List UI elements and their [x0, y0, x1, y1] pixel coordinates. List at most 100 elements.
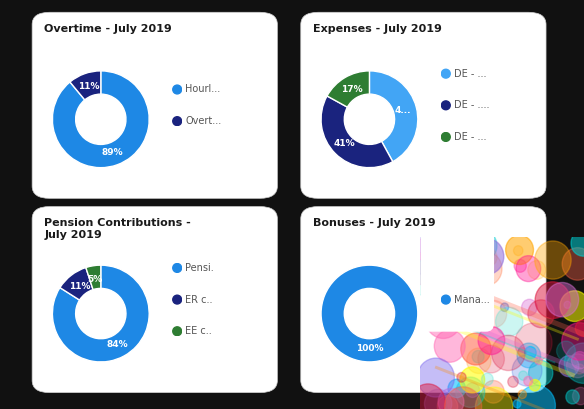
- Circle shape: [518, 390, 526, 399]
- Text: Bonuses - July 2019: Bonuses - July 2019: [313, 218, 436, 228]
- Circle shape: [425, 270, 456, 303]
- Circle shape: [529, 360, 553, 386]
- Circle shape: [575, 320, 584, 337]
- Circle shape: [460, 367, 485, 393]
- Circle shape: [425, 389, 452, 409]
- Circle shape: [512, 355, 542, 386]
- Circle shape: [514, 259, 526, 272]
- Text: Pensi.: Pensi.: [185, 263, 214, 273]
- Text: DE - ....: DE - ....: [454, 100, 489, 110]
- Circle shape: [572, 387, 584, 405]
- Circle shape: [415, 253, 436, 276]
- Wedge shape: [60, 267, 93, 300]
- Circle shape: [522, 299, 537, 316]
- Circle shape: [482, 373, 493, 385]
- Circle shape: [444, 387, 482, 409]
- Circle shape: [426, 301, 461, 339]
- Circle shape: [459, 245, 473, 261]
- Text: 89%: 89%: [102, 148, 123, 157]
- Circle shape: [517, 343, 541, 368]
- Text: EE c..: EE c..: [185, 326, 212, 336]
- Circle shape: [564, 343, 584, 383]
- Text: Hourl...: Hourl...: [185, 85, 221, 94]
- Circle shape: [528, 261, 545, 279]
- Text: 5%: 5%: [88, 274, 103, 284]
- Circle shape: [481, 300, 507, 328]
- Wedge shape: [370, 71, 418, 162]
- Circle shape: [475, 387, 513, 409]
- Text: 11%: 11%: [78, 82, 100, 91]
- Circle shape: [546, 283, 579, 317]
- Circle shape: [575, 364, 584, 374]
- Circle shape: [467, 230, 497, 262]
- Circle shape: [447, 387, 477, 409]
- Circle shape: [470, 238, 504, 274]
- Text: DE - ...: DE - ...: [454, 132, 486, 142]
- Circle shape: [562, 248, 584, 280]
- Circle shape: [530, 380, 540, 391]
- Circle shape: [437, 396, 458, 409]
- Circle shape: [515, 323, 552, 362]
- Text: Mana...: Mana...: [454, 294, 490, 305]
- Circle shape: [173, 85, 182, 94]
- Wedge shape: [53, 71, 149, 168]
- Circle shape: [442, 101, 450, 110]
- Circle shape: [528, 300, 554, 328]
- Circle shape: [518, 348, 527, 357]
- Circle shape: [406, 253, 436, 285]
- Text: Overt...: Overt...: [185, 116, 221, 126]
- Wedge shape: [86, 265, 101, 290]
- Circle shape: [465, 383, 479, 398]
- Circle shape: [478, 345, 505, 373]
- Circle shape: [535, 241, 571, 279]
- Circle shape: [173, 327, 182, 336]
- Circle shape: [430, 274, 455, 300]
- Text: 84%: 84%: [107, 339, 128, 348]
- Circle shape: [500, 303, 509, 312]
- Circle shape: [442, 295, 450, 304]
- Circle shape: [461, 333, 491, 365]
- Text: ER c..: ER c..: [185, 294, 213, 305]
- Circle shape: [513, 246, 523, 256]
- Circle shape: [495, 307, 523, 336]
- Circle shape: [478, 326, 505, 355]
- Text: Overtime - July 2019: Overtime - July 2019: [44, 24, 172, 34]
- Circle shape: [519, 371, 527, 380]
- Circle shape: [517, 385, 555, 409]
- Circle shape: [442, 69, 450, 78]
- Circle shape: [450, 274, 468, 294]
- Circle shape: [411, 384, 445, 409]
- Circle shape: [560, 291, 584, 321]
- Circle shape: [516, 256, 541, 281]
- Circle shape: [492, 335, 525, 371]
- Circle shape: [566, 390, 579, 404]
- Wedge shape: [321, 265, 418, 362]
- Circle shape: [470, 252, 502, 286]
- FancyBboxPatch shape: [32, 207, 277, 393]
- Circle shape: [464, 283, 492, 313]
- Circle shape: [557, 341, 575, 361]
- Circle shape: [442, 133, 450, 142]
- Circle shape: [524, 376, 533, 386]
- Wedge shape: [327, 71, 370, 107]
- Text: 41%: 41%: [334, 139, 356, 148]
- FancyBboxPatch shape: [301, 207, 546, 393]
- Circle shape: [438, 389, 464, 409]
- Wedge shape: [53, 265, 149, 362]
- FancyBboxPatch shape: [32, 12, 277, 198]
- Circle shape: [467, 348, 491, 373]
- Text: 11%: 11%: [69, 281, 90, 290]
- Circle shape: [413, 239, 433, 260]
- Text: Expenses - July 2019: Expenses - July 2019: [313, 24, 442, 34]
- Circle shape: [535, 357, 543, 364]
- Text: Pension Contributions -
July 2019: Pension Contributions - July 2019: [44, 218, 191, 240]
- Circle shape: [562, 323, 584, 360]
- Wedge shape: [321, 96, 393, 168]
- Circle shape: [566, 354, 584, 378]
- Circle shape: [506, 235, 533, 265]
- Circle shape: [465, 264, 481, 281]
- Circle shape: [407, 225, 434, 253]
- Circle shape: [407, 261, 440, 295]
- Text: 100%: 100%: [356, 344, 383, 353]
- Wedge shape: [70, 71, 101, 100]
